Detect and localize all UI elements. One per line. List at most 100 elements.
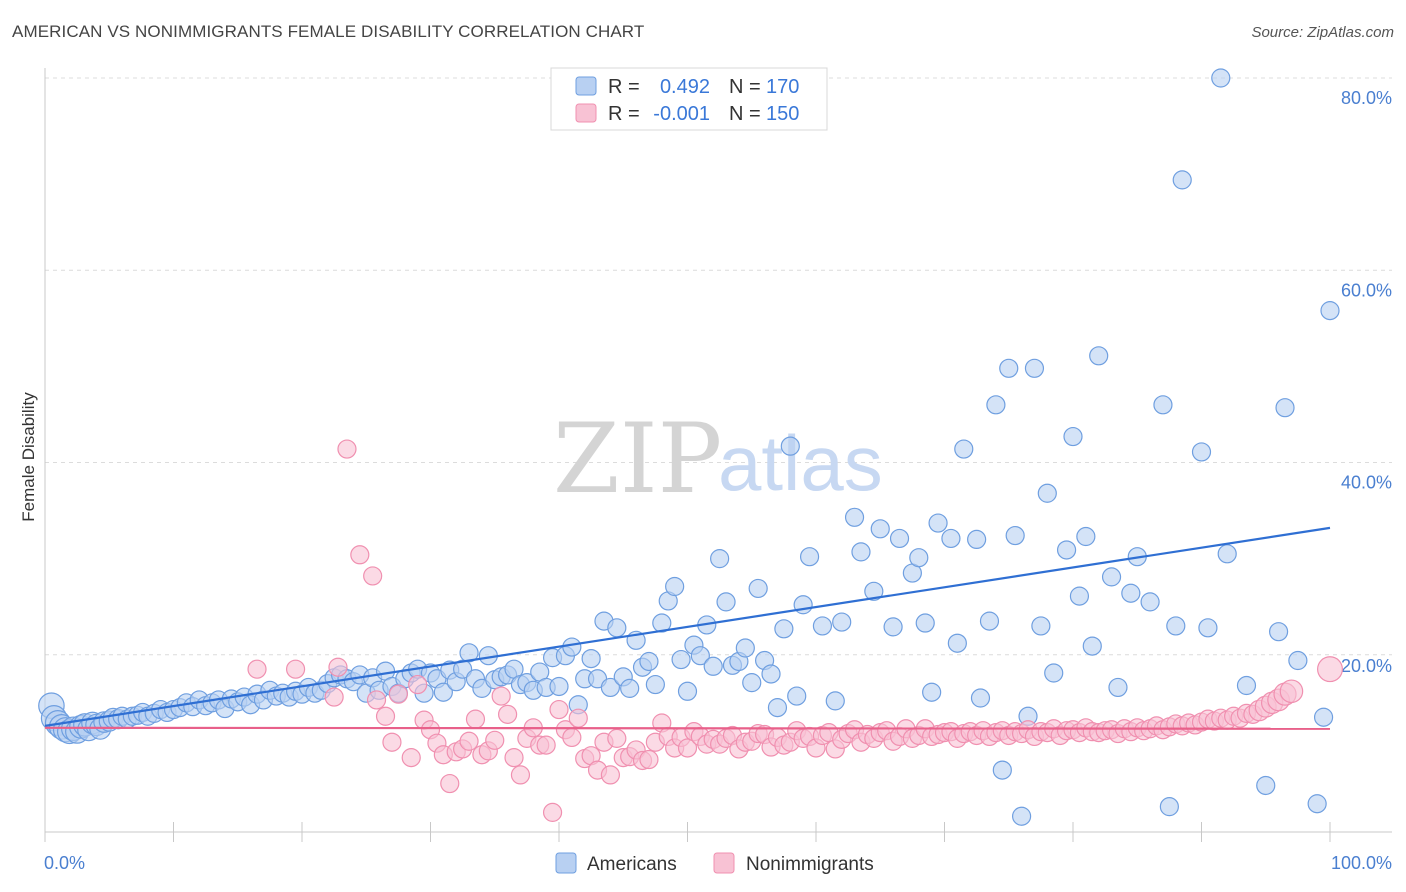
americans-point-167 — [1140, 592, 1160, 612]
nonimmigrants-points — [247, 439, 1343, 822]
americans-point-171 — [1172, 170, 1192, 190]
americans-point-145 — [970, 688, 991, 708]
nonimmigrants-point-34 — [549, 699, 569, 720]
americans-point-161 — [1082, 636, 1102, 656]
americans-point-179 — [1275, 398, 1295, 418]
americans-point-128 — [825, 691, 845, 711]
x-ticks — [44, 822, 1331, 842]
nonimmigrants-point-43 — [607, 728, 627, 748]
americans-point-118 — [748, 578, 768, 599]
americans-point-155 — [1037, 483, 1057, 503]
americans-point-72 — [453, 659, 473, 679]
americans-point-164 — [1108, 677, 1128, 698]
americans-point-151 — [1011, 806, 1032, 826]
americans-point-123 — [780, 436, 800, 456]
legend-r-label-1: R = — [608, 103, 640, 125]
americans-point-122 — [774, 619, 794, 639]
series-legend: Americans Nonimmigrants — [555, 852, 874, 875]
americans-point-181 — [1307, 794, 1327, 814]
nonimmigrants-point-42 — [600, 765, 621, 785]
nonimmigrants-point-32 — [536, 735, 556, 755]
y-tick-labels: 20.0% 40.0% 60.0% 80.0% — [1341, 88, 1392, 676]
americans-point-158 — [1063, 426, 1083, 447]
nonimmigrants-point-36 — [562, 727, 582, 748]
americans-point-95 — [600, 677, 621, 698]
nonimmigrants-point-7 — [366, 690, 387, 710]
americans-point-109 — [690, 646, 710, 666]
americans-point-89 — [562, 637, 582, 657]
americans-point-92 — [581, 648, 601, 669]
chart-title: AMERICAN VS NONIMMIGRANTS FEMALE DISABIL… — [12, 22, 645, 41]
americans-point-117 — [742, 673, 762, 693]
americans-trend-line — [44, 526, 1331, 727]
nonimmigrants-point-20 — [459, 731, 479, 751]
americans-point-73 — [459, 643, 479, 663]
americans-point-169 — [1159, 797, 1179, 817]
americans-point-146 — [979, 611, 1000, 631]
y-tick-label-80: 80.0% — [1341, 88, 1392, 108]
americans-point-105 — [665, 576, 685, 597]
americans-point-113 — [716, 592, 736, 612]
nonimmigrants-point-9 — [382, 732, 402, 752]
legend-r-value-0: 0.492 — [660, 76, 710, 98]
americans-point-137 — [909, 548, 929, 568]
americans-point-180 — [1288, 650, 1308, 671]
americans-point-116 — [735, 638, 755, 658]
americans-point-165 — [1121, 583, 1141, 603]
americans-point-150 — [1005, 525, 1025, 546]
y-tick-label-20: 20.0% — [1341, 656, 1392, 676]
nonimmigrants-point-28 — [510, 765, 531, 785]
americans-point-106 — [671, 649, 691, 670]
watermark-atlas: atlas — [718, 419, 883, 507]
americans-point-132 — [864, 581, 884, 601]
legend-n-label-0: N = — [729, 76, 761, 98]
americans-point-175 — [1217, 544, 1237, 564]
americans-point-162 — [1089, 346, 1109, 366]
nonimmigrants-point-8 — [375, 706, 396, 726]
x-tick-label-min: 0.0% — [44, 853, 85, 873]
americans-point-177 — [1256, 775, 1276, 796]
nonimmigrants-point-24 — [485, 730, 505, 750]
americans-point-183 — [1320, 301, 1340, 321]
y-axis-title: Female Disability — [19, 392, 38, 522]
nonimmigrants-point-33 — [542, 802, 563, 822]
americans-point-111 — [703, 656, 723, 676]
nonimmigrants-point-149 — [1316, 656, 1343, 683]
americans-point-178 — [1268, 622, 1289, 642]
nonimmigrants-point-37 — [568, 708, 588, 728]
americans-point-154 — [1031, 616, 1051, 636]
americans-point-176 — [1236, 675, 1257, 696]
americans-point-124 — [787, 686, 807, 706]
americans-point-147 — [986, 395, 1006, 415]
americans-point-120 — [761, 664, 781, 684]
americans-point-149 — [999, 358, 1019, 378]
stats-legend-box — [550, 67, 828, 131]
nonimmigrants-point-10 — [388, 684, 408, 704]
americans-point-142 — [947, 633, 967, 653]
nonimmigrants-point-11 — [401, 748, 421, 768]
americans-point-174 — [1211, 68, 1231, 88]
americans-point-157 — [1056, 540, 1077, 560]
nonimmigrants-point-1 — [285, 659, 306, 679]
legend-n-value-0: 170 — [766, 76, 799, 98]
americans-point-172 — [1191, 442, 1212, 462]
americans-point-101 — [639, 651, 659, 672]
americans-point-156 — [1044, 663, 1064, 683]
nonimmigrants-point-4 — [337, 439, 357, 459]
stats-legend: R = 0.492 N = 170 R = -0.001 N = 150 — [550, 67, 828, 131]
y-tick-label-60: 60.0% — [1341, 280, 1392, 300]
grid-lines — [45, 77, 1392, 656]
legend-n-value-1: 150 — [766, 103, 799, 125]
legend-n-label-1: N = — [729, 103, 761, 125]
americans-point-131 — [851, 542, 871, 562]
americans-point-139 — [922, 682, 942, 702]
americans-point-160 — [1076, 526, 1096, 547]
americans-point-133 — [870, 519, 890, 539]
nonimmigrants-point-0 — [247, 659, 267, 679]
series-legend-swatch-nonimmigrants — [713, 852, 735, 874]
nonimmigrants-point-3 — [328, 657, 348, 677]
americans-point-121 — [767, 698, 788, 718]
americans-point-98 — [620, 678, 640, 698]
nonimmigrants-point-5 — [350, 545, 370, 565]
